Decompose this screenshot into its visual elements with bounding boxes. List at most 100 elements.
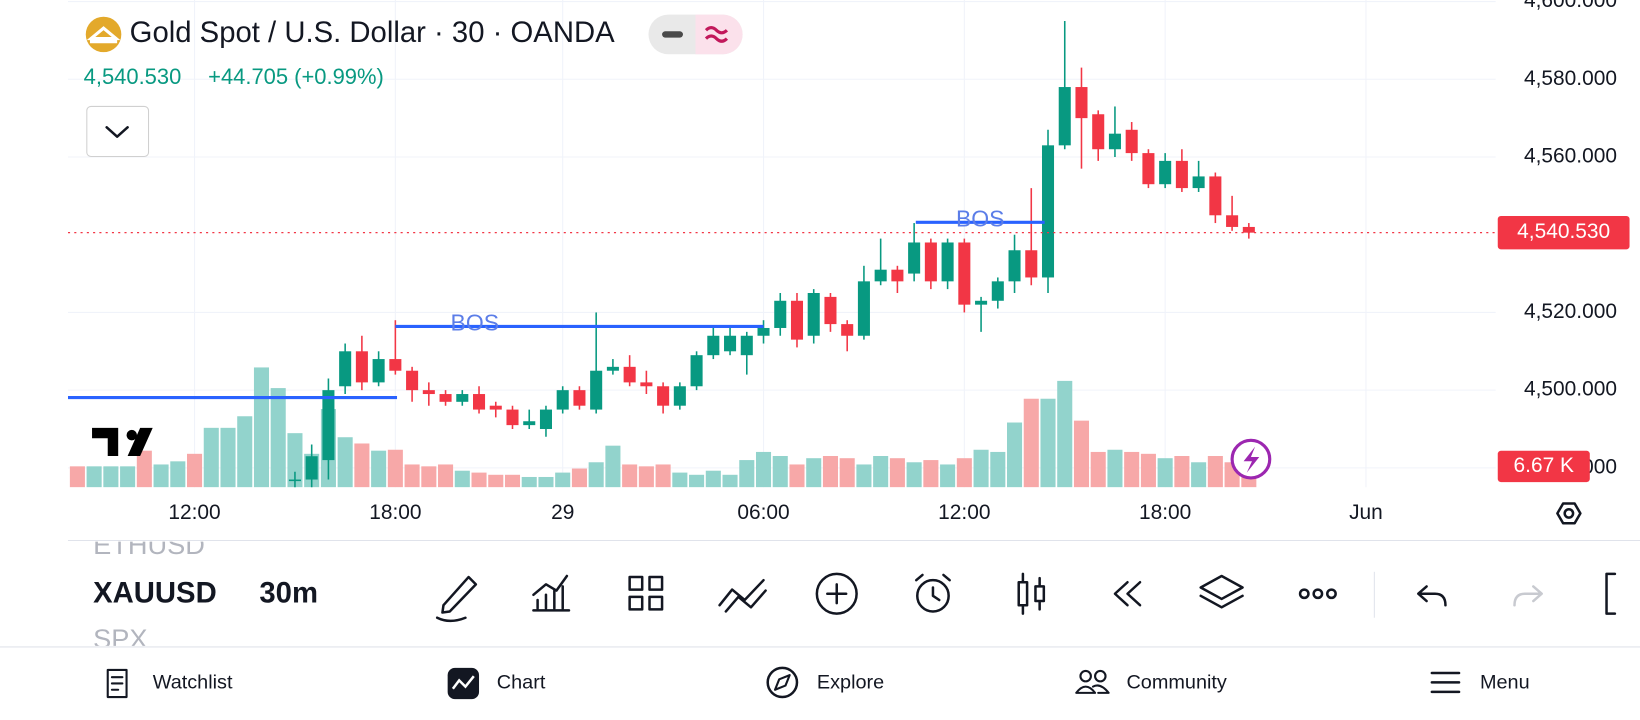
y-tick-label: 4,560.000 [1524,145,1617,168]
volume-bar [86,466,102,488]
x-tick-label: 12:00 [938,501,990,524]
volume-bar [571,468,587,488]
candle-body [623,366,636,383]
volume-bar [705,470,721,488]
x-tick-label: 18:00 [369,501,421,524]
candle-body [305,456,318,480]
chart-icon-line [451,675,475,690]
volume-bar [689,474,705,488]
annotation-layer: BOS BOS [67,205,1045,400]
candle-body [422,390,435,395]
y-tick-label: 4,500.000 [1524,378,1617,401]
volume-bar [371,450,387,488]
candle-body [339,351,352,387]
candle-body [1058,87,1071,146]
draw-tool[interactable] [435,575,478,623]
layouts[interactable] [628,575,664,611]
tv-logo-dot [126,429,138,441]
candle-body [1159,160,1172,185]
candle-body [322,390,335,461]
candle-body [824,296,837,325]
more[interactable] [1298,588,1310,600]
volume-bar [822,456,838,488]
volume-bar [253,367,270,488]
volume-bar [722,474,738,488]
explore-icon [766,666,799,699]
volume-bar [806,458,822,488]
x-tick-label: 18:00 [1139,501,1191,524]
volume-bar [923,460,939,488]
fullscreen[interactable] [1605,572,1617,615]
nav-item[interactable]: Menu [1480,672,1530,694]
candle-body [606,366,619,371]
chart-type[interactable] [1017,572,1046,615]
volume-bar [120,466,136,488]
prev-symbol[interactable]: ETHUSD [93,529,205,560]
candle-body [707,335,720,356]
community-body [1075,684,1110,694]
volume-bar [1073,420,1090,488]
alert-hands [914,573,951,602]
volume-label: 6.67 K [1514,454,1574,477]
y-tick-label: 4,520.000 [1524,300,1617,323]
next-symbol[interactable]: SPX [93,623,147,654]
price-label-box [1497,215,1630,250]
add[interactable] [815,572,858,615]
volume-bar [772,456,788,488]
collapse-button[interactable] [86,105,150,158]
replay[interactable] [1113,581,1142,607]
candle-body [288,479,301,482]
volume-bar [555,472,571,488]
candle-body [908,242,921,274]
volume-label-box [1497,450,1590,483]
volume-bar [471,472,487,488]
volume-bar [454,470,470,488]
layers[interactable] [1199,574,1244,609]
toggle-minus [662,31,683,38]
volume-bar [1107,449,1123,488]
nav-item[interactable]: Chart [497,672,546,694]
volume-bar [588,462,604,488]
candle-body [573,390,586,406]
candle-body [790,300,804,340]
x-tick-label: 29 [551,501,574,524]
patterns[interactable] [718,578,767,613]
volume-bar [622,464,638,488]
volume-bar [1124,451,1140,488]
candle-body [640,382,653,387]
volume-bar [538,476,554,488]
candle-body [389,359,402,371]
candle-body [439,394,452,402]
candle-body [774,300,787,328]
undo[interactable] [1417,585,1447,607]
settings-dot [1563,507,1575,519]
indicators[interactable] [532,574,571,612]
alert[interactable] [916,578,950,613]
candle-body [757,327,770,336]
volume-bar [889,458,905,488]
toggle-right [695,14,743,55]
volume-bar [973,449,989,488]
nav-item[interactable]: Explore [817,672,884,694]
candle-body [1041,145,1055,278]
candle-body [740,335,753,356]
volume-bar [789,464,805,488]
interval[interactable]: 30m [259,578,318,610]
candle-body [456,394,469,402]
nav-item[interactable]: Community [1126,672,1226,694]
volume-bar [1191,462,1207,488]
volume-bar [1040,398,1056,488]
candle-body [874,269,887,282]
symbol[interactable]: XAUUSD [93,578,217,610]
candle-body [590,370,603,410]
community-icon [1079,669,1092,683]
watchlist-icon [106,668,128,699]
volume-bar [488,474,504,488]
nav-item[interactable]: Watchlist [153,672,233,694]
settings-button[interactable] [1556,502,1582,525]
toolbar-icons [435,571,1617,623]
redo[interactable] [1513,585,1543,607]
candle-body [1226,215,1239,227]
volume-bar [187,453,203,488]
